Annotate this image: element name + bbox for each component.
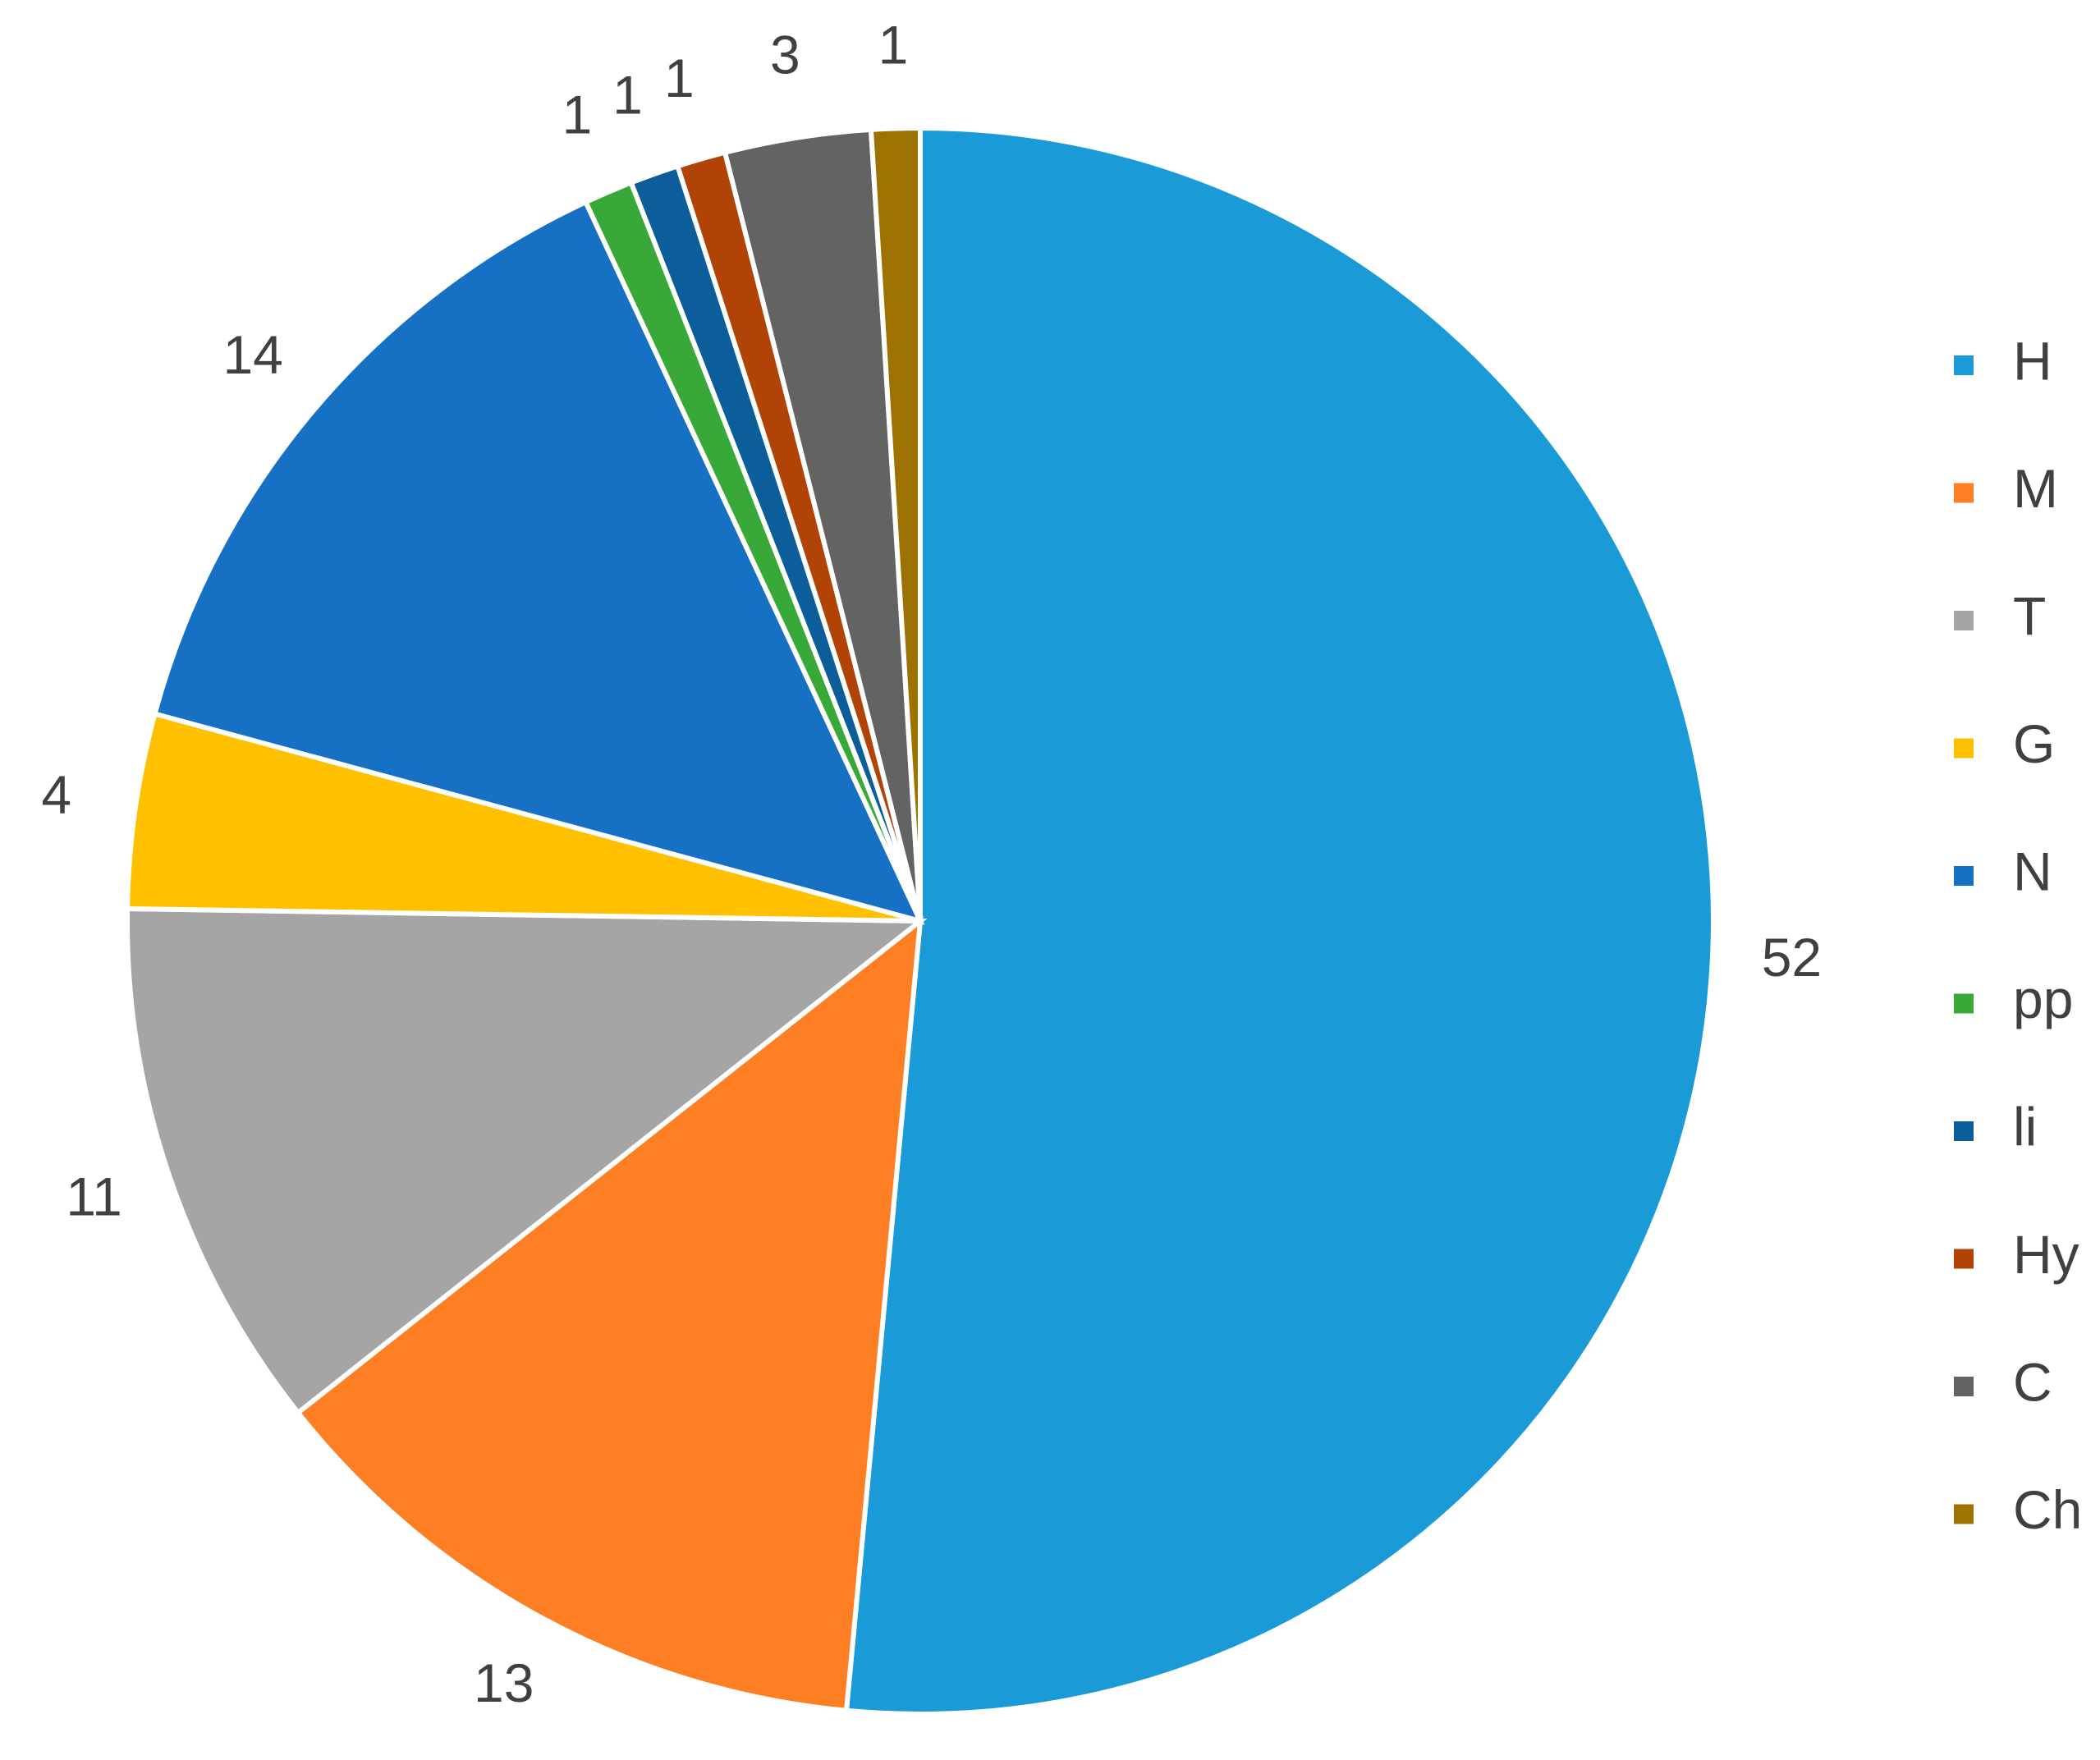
legend-label: M xyxy=(2013,458,2058,519)
data-label: 14 xyxy=(222,324,282,385)
legend-marker xyxy=(1954,738,1974,759)
legend-label: Hy xyxy=(2013,1224,2079,1285)
legend-marker xyxy=(1954,1377,1974,1396)
legend-label: H xyxy=(2013,330,2052,391)
legend-marker xyxy=(1954,1504,1974,1524)
pie-slice xyxy=(868,125,923,922)
legend: H M T G Npp li Hy C Ch xyxy=(1954,330,2082,1540)
data-label: 1 xyxy=(664,48,695,108)
pie xyxy=(125,125,1716,1716)
pie-slice xyxy=(151,199,925,925)
legend-marker xyxy=(1954,611,1974,630)
data-label: 1 xyxy=(878,14,909,75)
legend-label: N xyxy=(2013,841,2052,901)
legend-label: li xyxy=(2013,1096,2037,1157)
legend-label: T xyxy=(2013,585,2046,646)
data-label: 1 xyxy=(562,85,593,145)
data-label: 3 xyxy=(770,25,800,85)
pie-slice xyxy=(843,125,1716,1716)
legend-label: G xyxy=(2013,713,2055,774)
data-label: 11 xyxy=(66,1166,122,1226)
data-label: 52 xyxy=(1762,927,1822,988)
legend-marker xyxy=(1954,1121,1974,1141)
data-label: 13 xyxy=(474,1652,534,1713)
legend-label: pp xyxy=(2013,969,2073,1029)
legend-marker xyxy=(1954,866,1974,886)
legend-marker xyxy=(1954,1249,1974,1269)
data-label: 4 xyxy=(41,764,71,825)
data-label: 1 xyxy=(612,64,643,125)
pie-slice xyxy=(125,905,928,1417)
pie-slice xyxy=(294,915,924,1714)
legend-marker xyxy=(1954,993,1974,1014)
legend-marker xyxy=(1954,355,1974,375)
legend-label: Ch xyxy=(2013,1479,2082,1540)
legend-marker xyxy=(1954,483,1974,503)
legend-label: C xyxy=(2013,1351,2052,1412)
